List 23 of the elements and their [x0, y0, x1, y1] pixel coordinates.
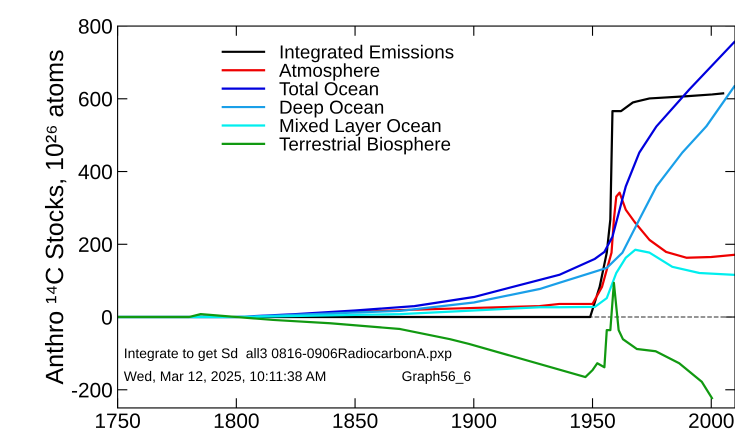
- y-tick-label: 200: [79, 237, 112, 252]
- legend-label: Atmosphere: [279, 63, 380, 81]
- x-tick-label: 1750: [96, 413, 140, 428]
- y-tick-label: 600: [79, 92, 112, 107]
- legend-label: Mixed Layer Ocean: [280, 118, 440, 136]
- annotation: Graph56_6: [402, 370, 470, 384]
- legend-label: Terrestrial Biosphere: [279, 136, 450, 154]
- annotation: Integrate to get Sd all3 0816-0906RadiocarbonA.pxp: [125, 348, 452, 361]
- annotation: Wed, Mar 12, 2025, 10:11:38 AM: [124, 370, 326, 383]
- line-series: [118, 282, 714, 400]
- x-tick-label: 1950: [570, 413, 615, 428]
- y-tick-label: -200: [72, 382, 112, 398]
- y-tick-label: 400: [78, 164, 112, 180]
- y-tick-label: 800: [78, 19, 112, 34]
- legend-label: Total Ocean: [279, 82, 378, 96]
- legend-label: Deep Ocean: [280, 100, 384, 118]
- legend-label: Integrated Emissions: [280, 44, 454, 62]
- x-tick-label: 2000: [689, 413, 734, 428]
- y-tick-label: 0: [102, 310, 112, 325]
- x-tick-label: 1800: [214, 413, 259, 428]
- x-tick-label: 1900: [452, 413, 496, 428]
- y-axis-title: Anthro ¹⁴C Stocks, 10²⁶ atoms: [44, 50, 66, 384]
- x-tick-label: 1850: [333, 413, 378, 428]
